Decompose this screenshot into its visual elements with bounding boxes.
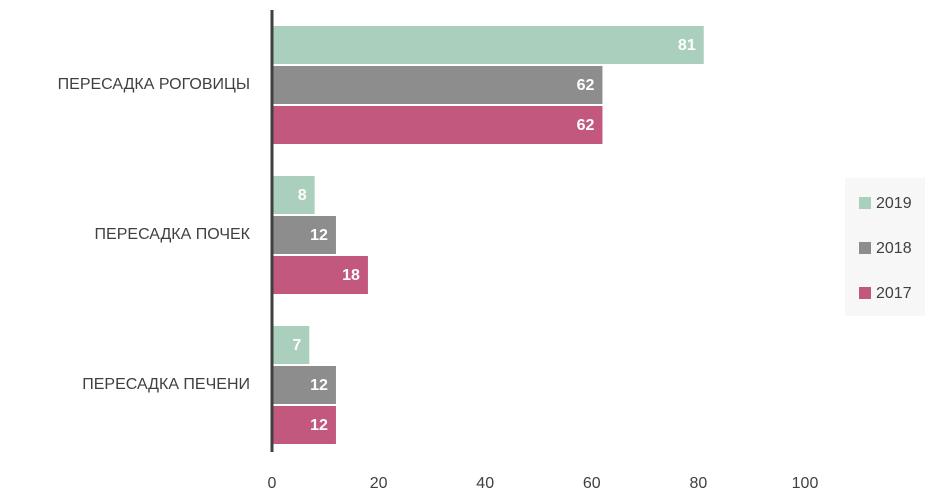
x-tick-label: 100 — [792, 475, 819, 492]
bar — [272, 176, 315, 214]
bar — [272, 216, 336, 254]
data-label: 12 — [310, 227, 328, 244]
data-label: 7 — [292, 337, 301, 354]
bar — [272, 366, 336, 404]
x-tick-label: 40 — [476, 475, 494, 492]
bar — [272, 66, 603, 104]
bar — [272, 326, 310, 364]
bar — [272, 256, 368, 294]
legend-label: 2018 — [876, 240, 912, 257]
data-label: 12 — [310, 417, 328, 434]
bar — [272, 406, 336, 444]
legend-swatch — [859, 287, 871, 299]
y-tick-label: ПЕРЕСАДКА РОГОВИЦЫ — [58, 76, 250, 93]
bar — [272, 26, 704, 64]
data-label: 62 — [577, 77, 595, 94]
legend-swatch — [859, 242, 871, 254]
data-label: 81 — [678, 37, 696, 54]
legend-swatch — [859, 197, 871, 209]
data-label: 18 — [342, 267, 360, 284]
legend-label: 2017 — [876, 285, 912, 302]
x-tick-label: 60 — [583, 475, 601, 492]
data-label: 8 — [298, 187, 307, 204]
legend-label: 2019 — [876, 195, 912, 212]
data-label: 62 — [577, 117, 595, 134]
y-tick-label: ПЕРЕСАДКА ПЕЧЕНИ — [82, 376, 250, 393]
x-tick-label: 80 — [690, 475, 708, 492]
legend-box — [845, 178, 925, 316]
bar — [272, 106, 603, 144]
x-tick-label: 20 — [370, 475, 388, 492]
x-tick-label: 0 — [268, 475, 277, 492]
data-label: 12 — [310, 377, 328, 394]
y-tick-label: ПЕРЕСАДКА ПОЧЕК — [95, 226, 251, 243]
